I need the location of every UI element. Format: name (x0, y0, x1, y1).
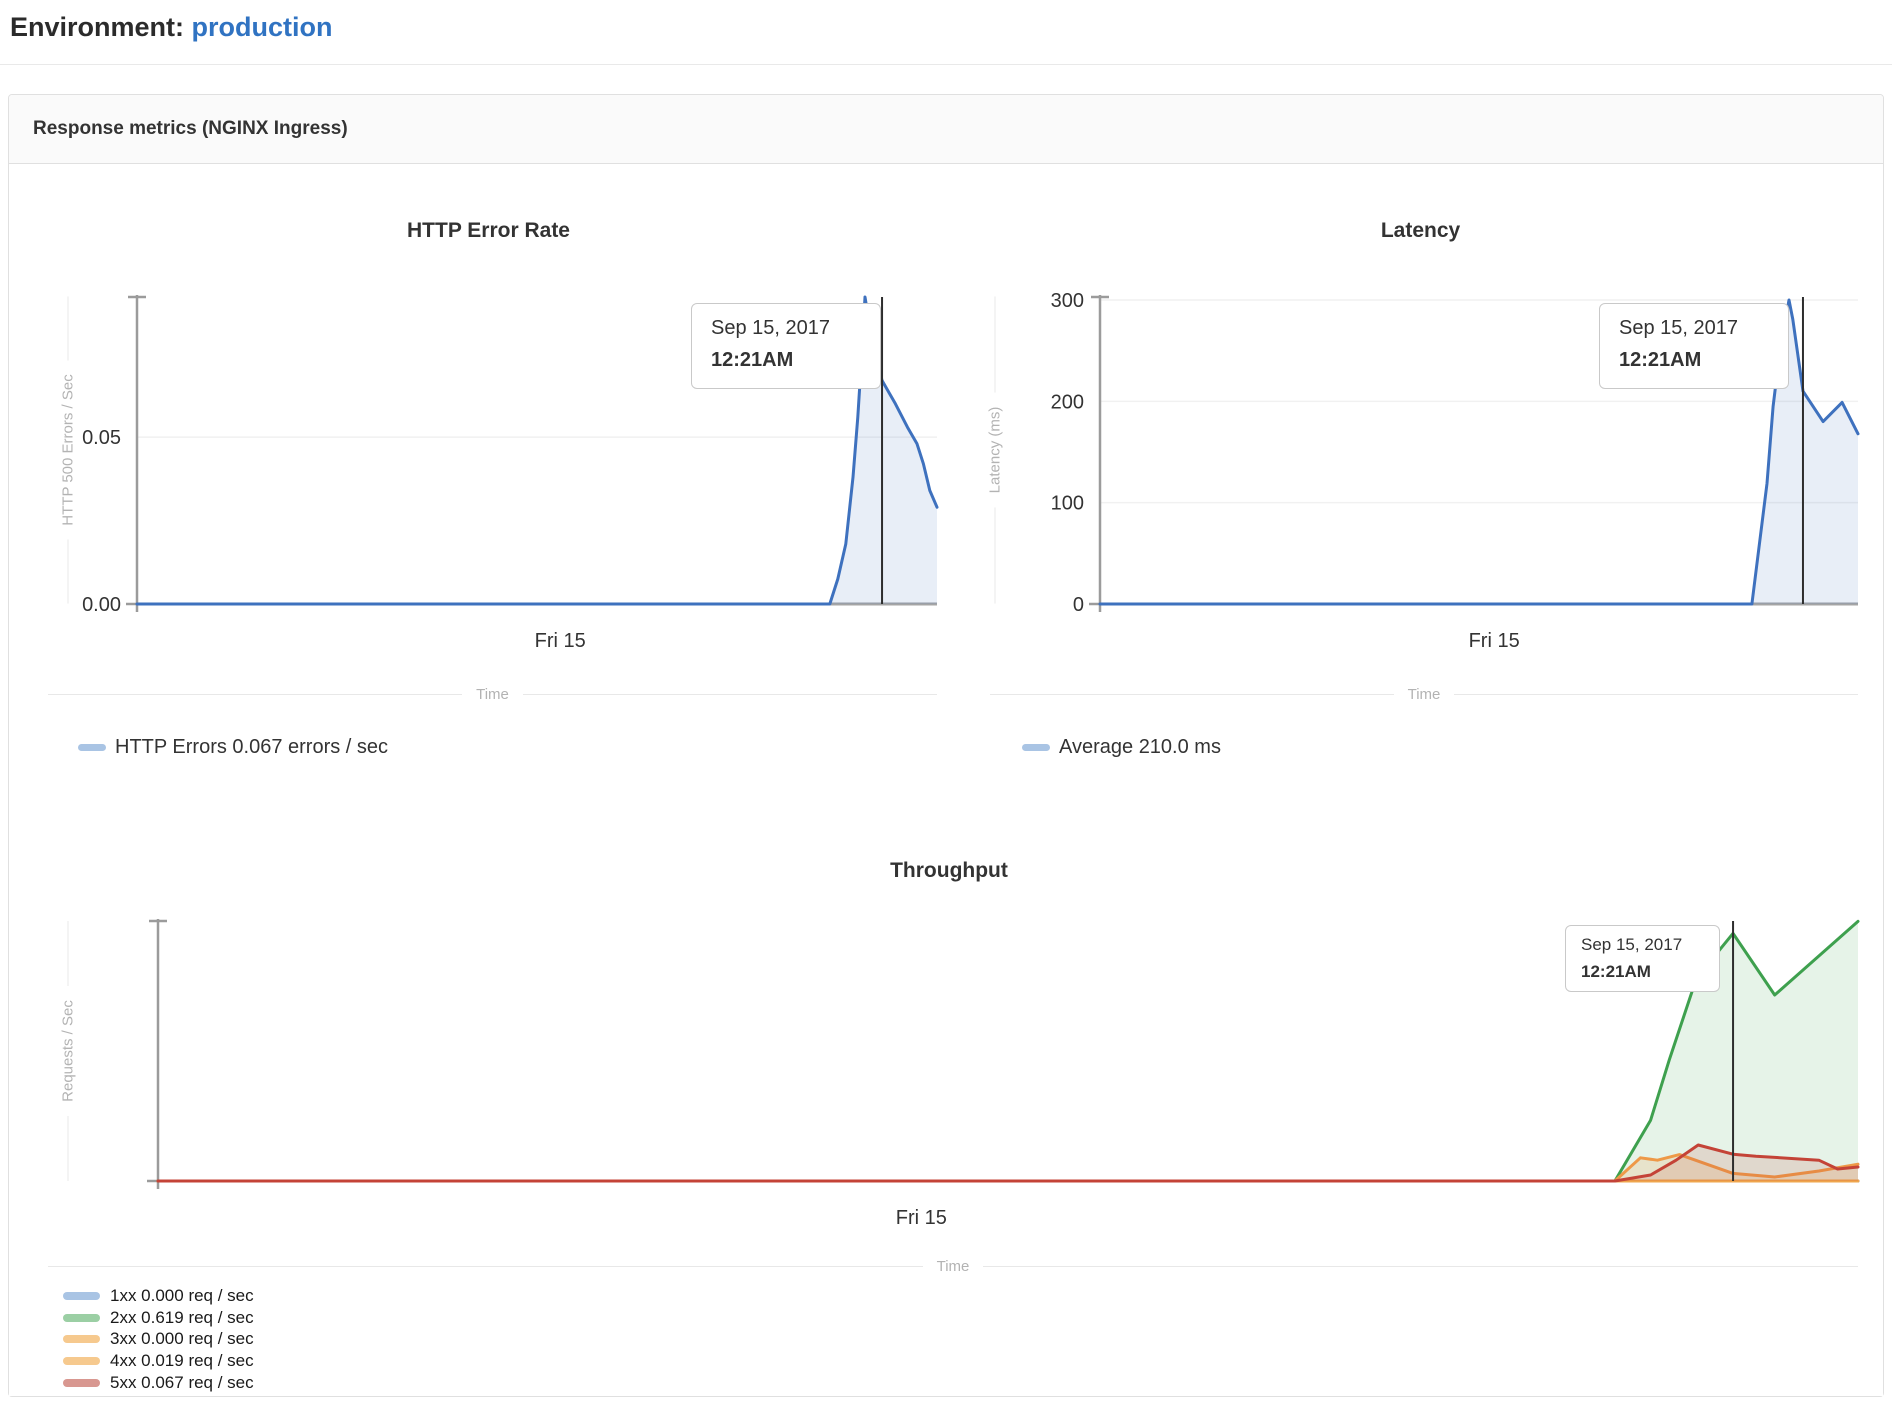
environment-label: Environment: (10, 12, 185, 42)
legend-row-3xx: 3xx 0.000 req / sec (63, 1329, 254, 1351)
tooltip-http-error-rate: Sep 15, 2017 12:21AM (691, 303, 881, 389)
legend-swatch-http-errors (78, 744, 106, 751)
environment-link[interactable]: production (191, 12, 333, 42)
legend-row-5xx: 5xx 0.067 req / sec (63, 1372, 254, 1394)
legend-swatch-latency (1022, 744, 1050, 751)
panel-title: Response metrics (NGINX Ingress) (33, 118, 348, 139)
svg-text:Fri 15: Fri 15 (1469, 630, 1520, 652)
x-axis-label-time-2: Time (990, 686, 1858, 703)
tooltip-throughput: Sep 15, 2017 12:21AM (1565, 925, 1720, 992)
page-title: Environment: production (10, 12, 1892, 43)
x-axis-label-time-1: Time (48, 686, 937, 703)
legend-swatch-3xx (63, 1335, 100, 1344)
legend-swatch-2xx (63, 1313, 100, 1322)
svg-text:200: 200 (1051, 391, 1084, 413)
legend-swatch-5xx (63, 1379, 100, 1388)
svg-text:300: 300 (1051, 290, 1084, 312)
chart-title-throughput: Throughput (890, 859, 1008, 882)
y-axis-label-latency: Latency (ms) (987, 297, 1004, 604)
svg-text:0.00: 0.00 (82, 594, 121, 616)
legend-row-2xx: 2xx 0.619 req / sec (63, 1307, 254, 1329)
tooltip-date: Sep 15, 2017 (1619, 317, 1738, 339)
legend-throughput: 1xx 0.000 req / sec 2xx 0.619 req / sec … (63, 1285, 254, 1394)
tooltip-time: 12:21AM (711, 349, 794, 371)
svg-text:100: 100 (1051, 493, 1084, 515)
legend-http-errors: HTTP Errors 0.067 errors / sec (78, 736, 388, 759)
svg-text:0: 0 (1073, 594, 1084, 616)
tooltip-time: 12:21AM (1619, 349, 1702, 371)
y-axis-label-throughput: Requests / Sec (60, 921, 77, 1181)
tooltip-latency: Sep 15, 2017 12:21AM (1599, 303, 1789, 389)
legend-row-4xx: 4xx 0.019 req / sec (63, 1350, 254, 1372)
x-axis-label-time-3: Time (48, 1258, 1858, 1275)
legend-row-1xx: 1xx 0.000 req / sec (63, 1285, 254, 1307)
legend-latency-average: Average 210.0 ms (1022, 736, 1221, 759)
y-axis-label-http-errors: HTTP 500 Errors / Sec (60, 297, 77, 604)
svg-text:Fri 15: Fri 15 (896, 1207, 947, 1229)
legend-swatch-4xx (63, 1357, 100, 1366)
divider (0, 64, 1892, 65)
chart-title-http-error-rate: HTTP Error Rate (407, 219, 570, 242)
panel-header: Response metrics (NGINX Ingress) (9, 95, 1883, 164)
legend-swatch-1xx (63, 1291, 100, 1300)
metrics-panel: Response metrics (NGINX Ingress) 0.00 0.0… (8, 94, 1884, 1397)
panel-body: 0.00 0.05 Fri 15 0 100 200 300 Fri 15 Fri 15 HTT… (9, 164, 1883, 1396)
tooltip-date: Sep 15, 2017 (1581, 935, 1683, 954)
tooltip-time: 12:21AM (1581, 962, 1651, 981)
charts-canvas[interactable]: 0.00 0.05 Fri 15 0 100 200 300 Fri 15 Fri 15 (9, 164, 1883, 1396)
tooltip-date: Sep 15, 2017 (711, 317, 830, 339)
svg-text:0.05: 0.05 (82, 427, 121, 449)
svg-text:Fri 15: Fri 15 (535, 630, 586, 652)
chart-title-latency: Latency (1380, 219, 1461, 242)
